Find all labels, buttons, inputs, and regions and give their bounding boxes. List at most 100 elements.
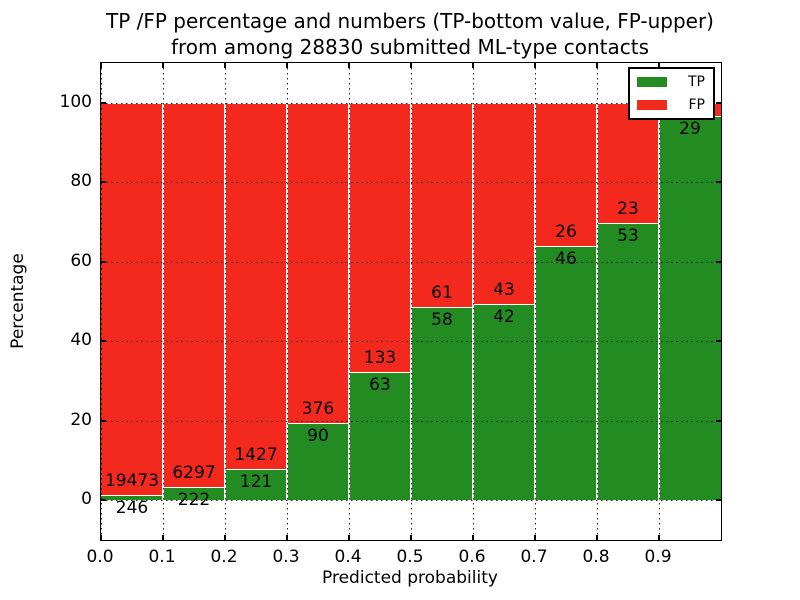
fp-count-label: 6297 [172,462,216,483]
x-tick-top [224,63,226,68]
x-tick-bottom [348,535,350,540]
fp-count-label: 43 [493,279,515,300]
y-tick-right [716,260,721,263]
bar-segment-tp [163,486,225,501]
legend: TP FP [628,67,715,120]
y-tick-right [716,419,721,422]
bar-segment-tp [411,306,473,501]
x-gridline [535,63,536,540]
y-tick-label: 60 [70,250,92,271]
bar-segment-fp [597,102,659,224]
x-tick-top [596,63,598,68]
plot-area: TP FP 19473 246 6297 222 1427 121 376 90 133 63 61… [100,62,722,541]
x-gridline [163,63,164,540]
fp-count-label: 23 [617,199,639,220]
bar-segment-fp [349,102,411,373]
fp-count-label: 26 [555,222,577,243]
x-tick-label: 0.8 [582,547,610,567]
bar-segment-tp [101,495,163,501]
x-tick-top [286,63,288,68]
x-tick-label: 0.3 [272,547,300,567]
x-tick-bottom [286,535,288,540]
fp-legend-label: FP [688,97,706,113]
x-gridline [473,63,474,540]
y-tick-right [716,499,721,502]
bar-segment-tp [659,115,721,501]
x-tick-top [100,63,102,68]
tp-count-label: 63 [369,375,391,396]
tp-count-label: 222 [177,489,211,510]
y-tick-right [716,340,721,343]
x-tick-top [348,63,350,68]
bar-segment-tp [535,246,597,501]
bar-segment-fp [535,102,597,247]
x-tick-top [534,63,536,68]
x-gridline [287,63,288,540]
x-tick-bottom [224,535,226,540]
tp-legend-label: TP [688,74,705,90]
x-tick-bottom [658,535,660,540]
tp-count-label: 90 [307,426,329,447]
y-tick-label: 0 [81,489,92,510]
legend-entry-fp: FP [637,97,705,113]
x-tick-bottom [534,535,536,540]
x-tick-bottom [162,535,164,540]
x-tick-top [472,63,474,68]
chart-title: TP /FP percentage and numbers (TP-bottom… [100,8,720,60]
x-tick-top [658,63,660,68]
y-tick-left [101,499,106,502]
x-tick-top [162,63,164,68]
tp-count-label: 53 [617,226,639,247]
tp-count-label: 29 [679,118,701,139]
bar-segment-tp [473,303,535,501]
y-tick-left [101,181,106,184]
x-tick-bottom [596,535,598,540]
x-gridline [659,63,660,540]
bar-segment-fp [225,102,287,470]
y-tick-right [716,181,721,184]
bar-segment-fp [163,102,225,487]
fp-count-label: 376 [301,399,335,420]
x-tick-bottom [410,535,412,540]
x-tick-bottom [472,535,474,540]
bar-segment-tp [225,469,287,501]
x-tick-label: 0.5 [396,547,424,567]
fp-count-label: 1427 [234,445,278,466]
y-tick-left [101,101,106,104]
x-tick-label: 0.1 [148,547,176,567]
tp-count-label: 121 [239,472,273,493]
x-axis-label: Predicted probability [322,568,498,588]
x-gridline [411,63,412,540]
bar-segment-fp [287,102,349,424]
x-tick-label: 0.7 [520,547,548,567]
fp-count-label: 133 [363,348,397,369]
fp-count-label: 61 [431,282,453,303]
bar-segment-tp [597,223,659,501]
y-tick-label: 20 [70,409,92,430]
fp-count-label: 19473 [104,471,160,492]
x-gridline [597,63,598,540]
tp-count-label: 246 [115,498,149,519]
y-axis-label: Percentage [8,253,28,349]
y-tick-left [101,340,106,343]
tp-count-label: 58 [431,309,453,330]
x-tick-label: 0.4 [334,547,362,567]
y-tick-label: 100 [59,91,92,112]
tp-legend-swatch [637,77,667,87]
fp-legend-swatch [637,100,667,110]
x-tick-top [410,63,412,68]
x-gridline [101,63,102,540]
bar-segment-tp [349,372,411,501]
y-tick-left [101,419,106,422]
x-tick-label: 0.6 [458,547,486,567]
bar-segment-fp [411,102,473,307]
x-tick-label: 0.0 [86,547,114,567]
x-gridline [349,63,350,540]
y-tick-label: 80 [70,171,92,192]
x-tick-label: 0.2 [210,547,238,567]
x-tick-bottom [100,535,102,540]
bar-segment-fp [101,102,163,496]
chart-title-line2: from among 28830 submitted ML-type conta… [170,35,650,59]
x-gridline [225,63,226,540]
